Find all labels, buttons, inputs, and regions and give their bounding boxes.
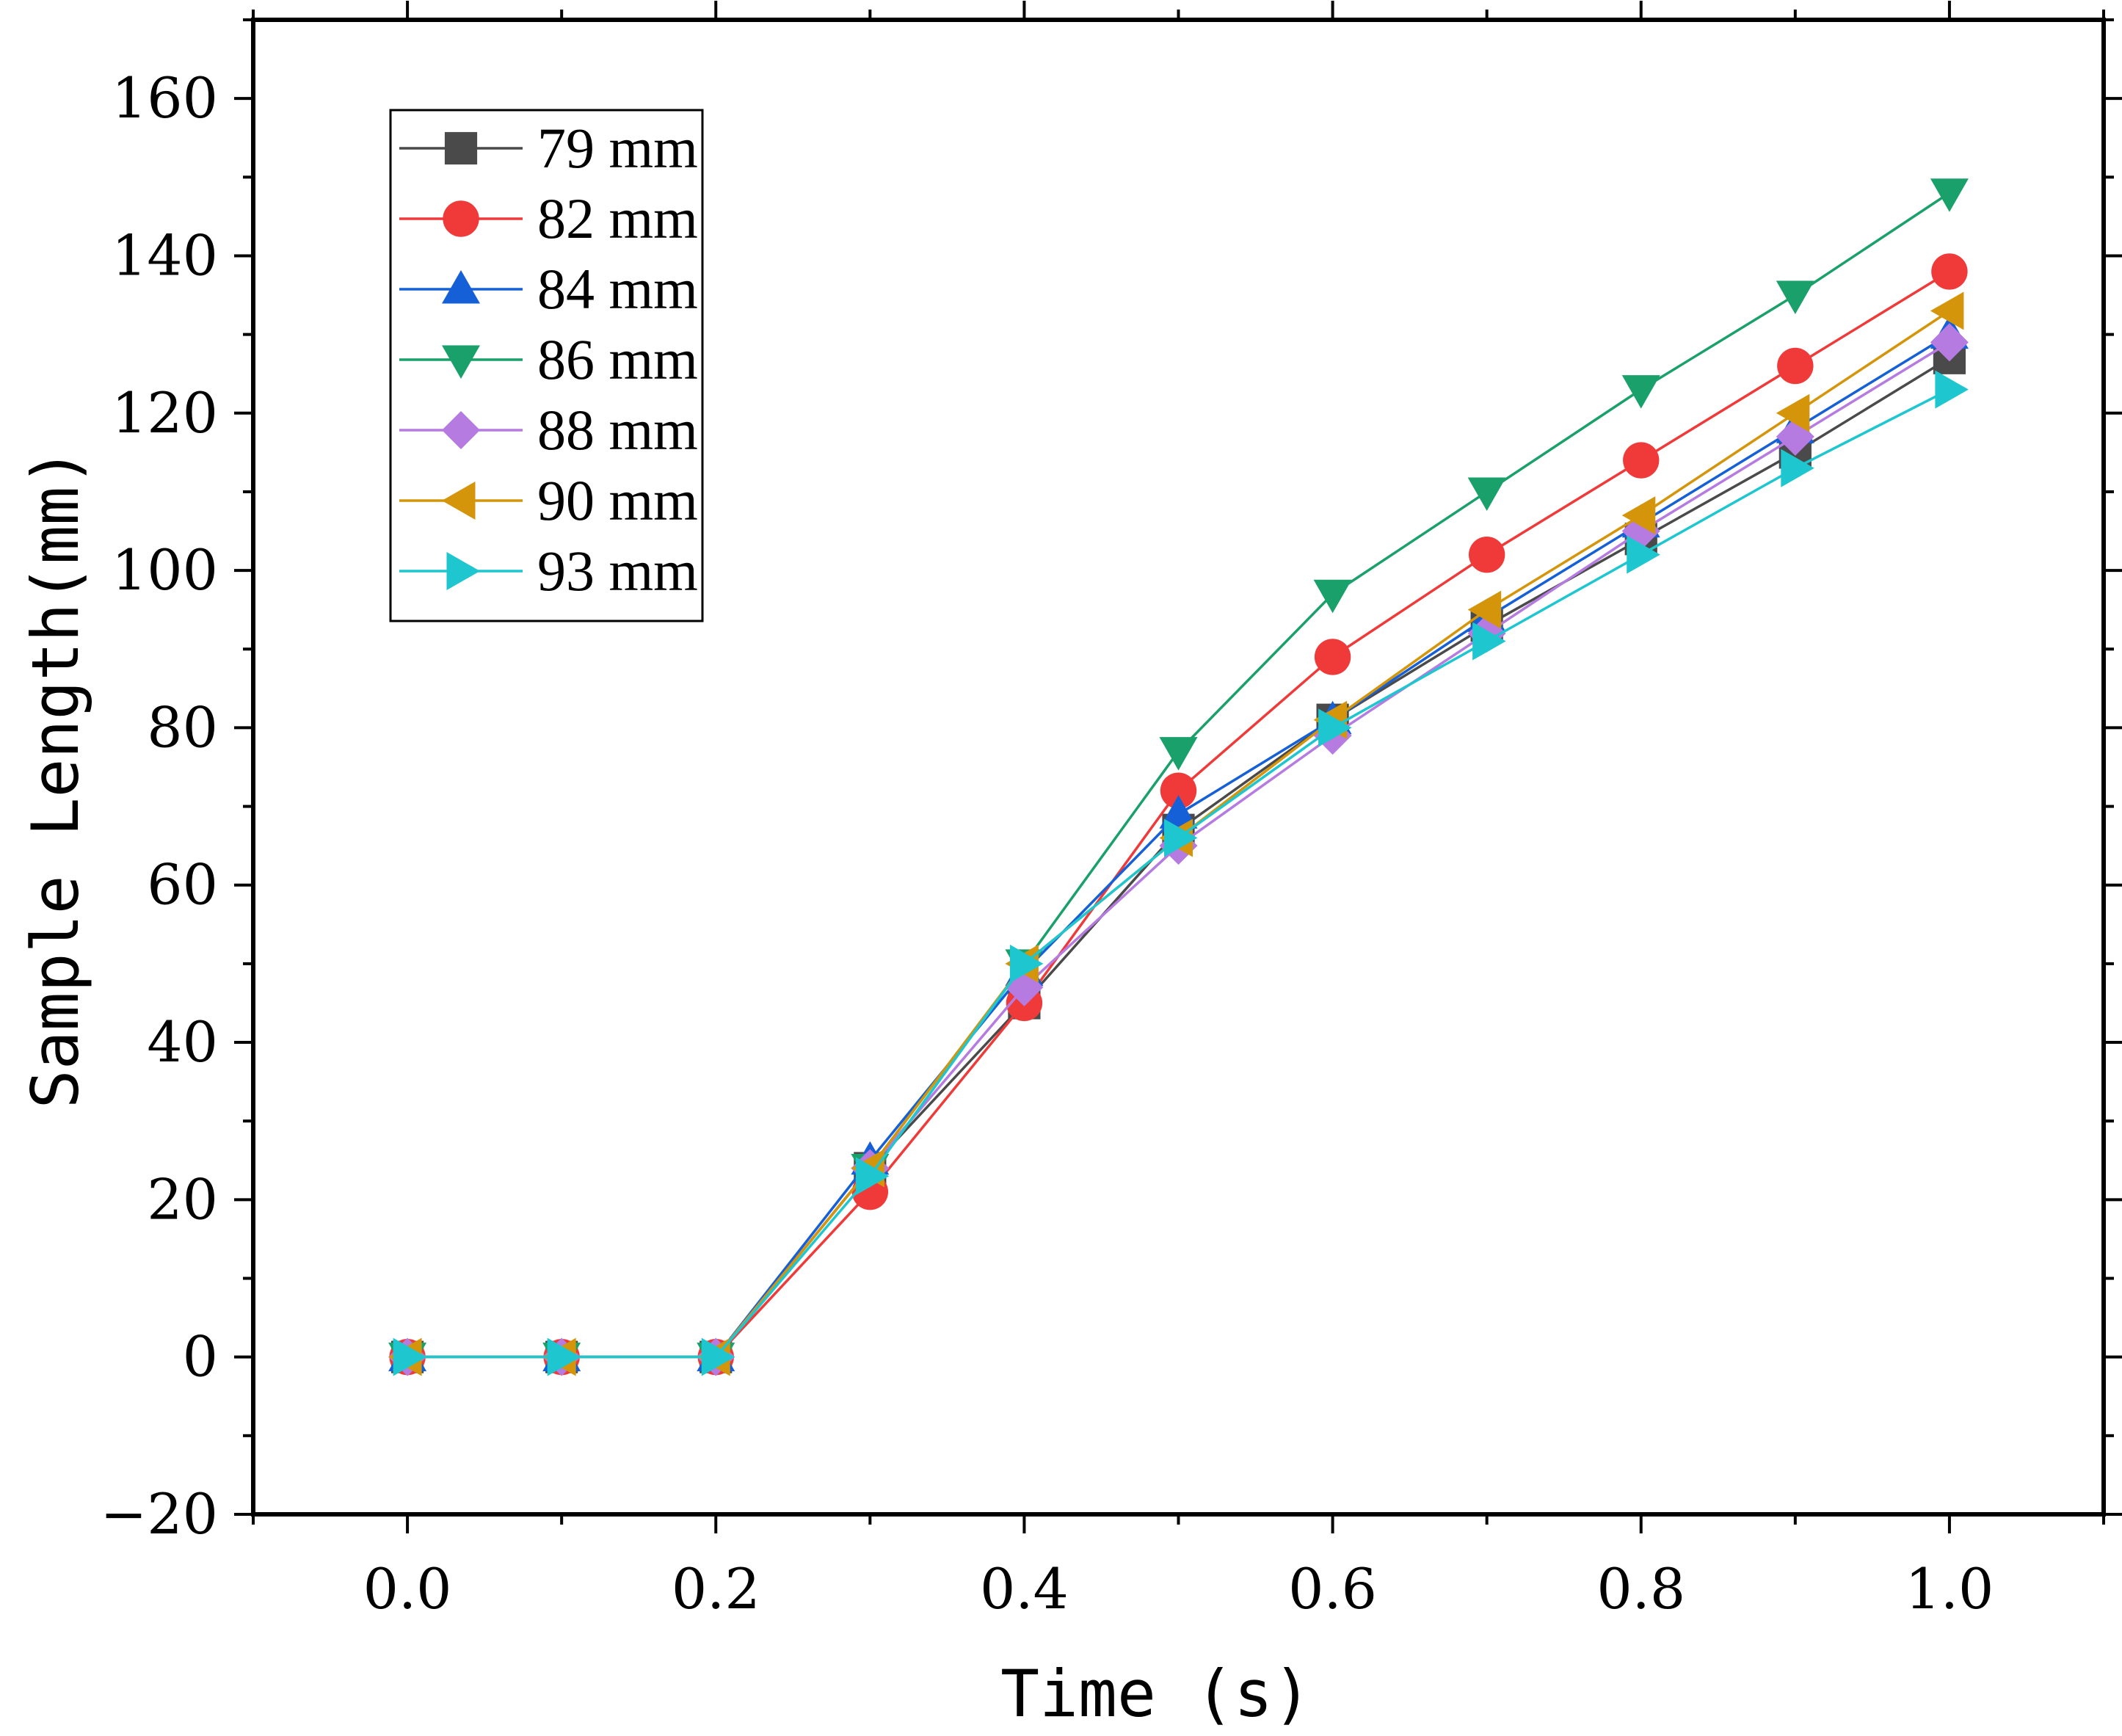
legend-marker (442, 345, 480, 379)
legend-label: 90 mm (537, 468, 698, 532)
legend-marker (443, 200, 479, 237)
y-tick-label: 20 (147, 1166, 218, 1232)
legend-label: 88 mm (537, 398, 698, 462)
data-point (1776, 280, 1814, 315)
y-tick-label: 160 (112, 65, 218, 131)
data-point (1930, 291, 1964, 330)
y-tick-label: 100 (112, 537, 218, 603)
data-point (701, 1337, 735, 1376)
y-tick-label: 140 (112, 222, 218, 288)
plot-frame (251, 18, 2106, 1517)
x-tick-label: 0.4 (980, 1556, 1069, 1621)
data-point (1313, 579, 1352, 614)
series-layer (388, 178, 1969, 1376)
x-tick-label: 1.0 (1905, 1556, 1994, 1621)
legend-label: 93 mm (537, 539, 698, 603)
legend-item: 84 mm (399, 257, 698, 321)
legend-box (389, 109, 704, 622)
data-point (1164, 818, 1198, 857)
y-tick-label: 60 (147, 852, 218, 918)
data-point (547, 1337, 581, 1376)
legend-item: 82 mm (399, 186, 698, 250)
y-tick-label: 40 (147, 1009, 218, 1075)
data-point (1623, 442, 1660, 479)
legend-marker (446, 552, 480, 590)
plot-frame-layer (251, 18, 2106, 1517)
x-tick-label: 0.2 (672, 1556, 760, 1621)
x-axis-title: Time (s) (1000, 1656, 1312, 1732)
legend-label: 86 mm (537, 327, 698, 391)
data-point (1930, 178, 1969, 212)
data-point (1472, 622, 1506, 661)
x-tick-label: 0.0 (363, 1556, 452, 1621)
x-tick-label: 0.6 (1288, 1556, 1377, 1621)
series-93-mm (393, 370, 1969, 1376)
x-tick-label: 0.8 (1596, 1556, 1685, 1621)
data-point (1627, 535, 1660, 574)
data-point (393, 1337, 427, 1376)
data-point (1314, 639, 1351, 675)
data-point (1467, 477, 1506, 511)
legend-label: 79 mm (537, 116, 698, 180)
data-point (1467, 590, 1502, 629)
data-point (1777, 347, 1814, 385)
y-tick-label: 0 (183, 1324, 218, 1390)
data-point (1931, 253, 1968, 290)
legend-item: 93 mm (399, 539, 698, 603)
legend-item: 79 mm (399, 116, 698, 180)
data-point (1159, 795, 1198, 829)
y-tick-label: −20 (101, 1481, 218, 1547)
data-point (1159, 737, 1198, 771)
data-point (1776, 393, 1810, 432)
data-point (1318, 708, 1352, 747)
axis-labels: −20 0 20 40 60 80 100 120 140 160 0.0 0.2 0.4 0.6 0.8 1… (101, 65, 1994, 1621)
data-point (855, 1157, 890, 1196)
legend-label: 84 mm (537, 257, 698, 321)
y-axis-title: Sample Length(mm) (18, 448, 93, 1109)
data-point (1468, 536, 1505, 573)
data-point (1621, 496, 1656, 535)
y-tick-label: 80 (147, 694, 218, 760)
legend-marker (442, 411, 480, 449)
legend-label: 82 mm (537, 186, 698, 250)
legend-item: 88 mm (399, 398, 698, 462)
data-point (1781, 448, 1814, 487)
legend-item: 86 mm (399, 327, 698, 391)
legend-marker (442, 482, 476, 520)
data-point (1930, 323, 1969, 362)
data-point (1160, 772, 1197, 809)
data-point (1935, 370, 1969, 409)
legend-marker (442, 270, 480, 304)
data-point (1009, 944, 1044, 983)
legend-item: 90 mm (399, 468, 698, 532)
data-point (1621, 375, 1660, 409)
y-tick-label: 120 (112, 380, 218, 446)
legend-marker (444, 131, 478, 165)
